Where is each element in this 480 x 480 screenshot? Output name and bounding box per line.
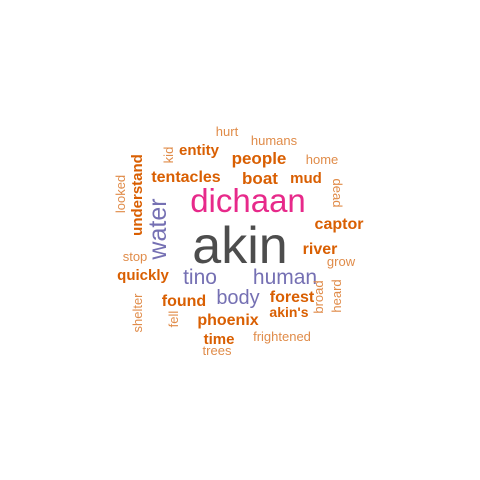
word-frightened: frightened <box>253 329 311 344</box>
word-phoenix: phoenix <box>197 312 258 329</box>
word-broad: broad <box>311 280 326 313</box>
word-tino: tino <box>183 266 217 289</box>
word-forest: forest <box>270 289 315 306</box>
word-entity: entity <box>179 142 220 159</box>
word-grow: grow <box>327 254 356 269</box>
word-mud: mud <box>290 170 322 187</box>
word-body: body <box>216 287 259 309</box>
word-heard: heard <box>329 279 344 312</box>
word-home: home <box>306 152 339 167</box>
word-human: human <box>253 266 317 289</box>
word-kid: kid <box>161 147 176 164</box>
word-captor: captor <box>315 216 364 233</box>
word-dead: dead <box>330 179 345 208</box>
word-found: found <box>162 293 206 310</box>
word-understand: understand <box>129 154 146 236</box>
word-tentacles: tentacles <box>151 169 220 186</box>
word-boat: boat <box>242 169 278 188</box>
word-trees: trees <box>203 343 232 358</box>
word-dichaan: dichaan <box>190 182 306 219</box>
word-akins: akin's <box>269 304 308 320</box>
word-stop: stop <box>123 249 148 264</box>
word-river: river <box>303 241 338 258</box>
word-water: water <box>144 198 172 260</box>
word-quickly: quickly <box>117 267 169 284</box>
word-shelter: shelter <box>130 293 145 333</box>
word-humans: humans <box>251 133 298 148</box>
word-time: time <box>204 331 235 348</box>
word-fell: fell <box>166 311 181 328</box>
word-looked: looked <box>113 175 128 213</box>
word-hurt: hurt <box>216 124 239 139</box>
word-akin: akin <box>192 217 287 275</box>
word-people: people <box>232 149 287 168</box>
